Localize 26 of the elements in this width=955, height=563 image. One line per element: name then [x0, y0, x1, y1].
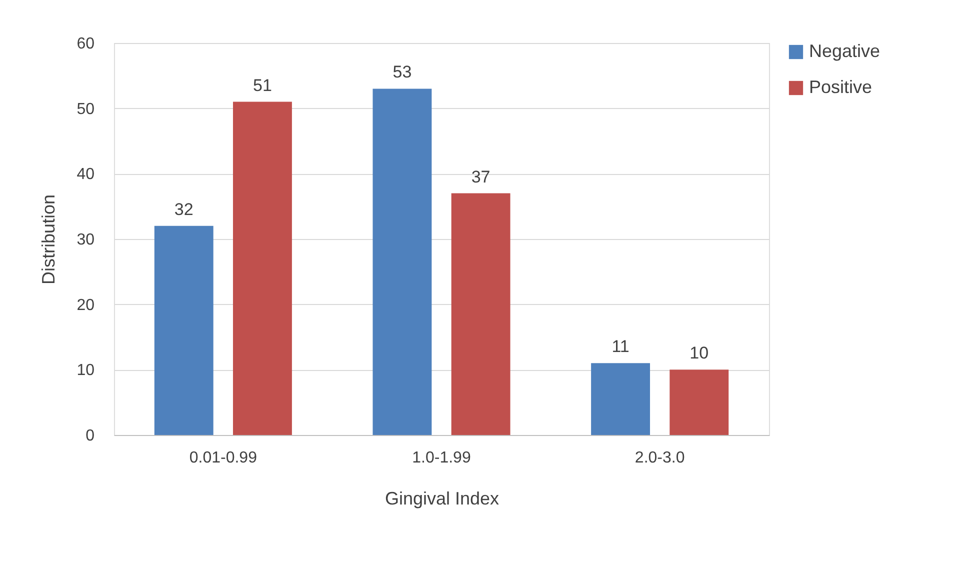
legend-label: Positive [809, 77, 872, 97]
data-label: 11 [612, 337, 630, 356]
x-axis-title: Gingival Index [384, 488, 500, 508]
y-axis-title: Distribution [38, 194, 59, 285]
y-tick-label: 0 [86, 428, 95, 444]
data-label: 10 [690, 344, 709, 363]
data-label: 37 [471, 167, 490, 186]
y-tick-label: 10 [76, 362, 95, 380]
bar [591, 363, 650, 435]
x-tick-label: 0.01-0.99 [189, 450, 258, 466]
bar [154, 226, 214, 435]
bar [670, 370, 729, 435]
y-tick-label: 50 [76, 100, 95, 118]
y-tick-label: 40 [76, 166, 95, 184]
bar [232, 102, 292, 435]
data-label: 32 [174, 200, 194, 219]
bar [451, 193, 510, 435]
y-tick-label: 20 [76, 296, 95, 314]
bar [372, 88, 432, 435]
x-tick-label: 2.0-3.0 [634, 450, 685, 466]
y-tick-label: 60 [76, 36, 95, 52]
data-label: 51 [253, 76, 272, 95]
data-label: 53 [392, 62, 412, 82]
y-tick-label: 30 [76, 232, 95, 248]
x-tick-label: 1.0-1.99 [412, 450, 471, 466]
legend-label: Negative [809, 41, 880, 61]
